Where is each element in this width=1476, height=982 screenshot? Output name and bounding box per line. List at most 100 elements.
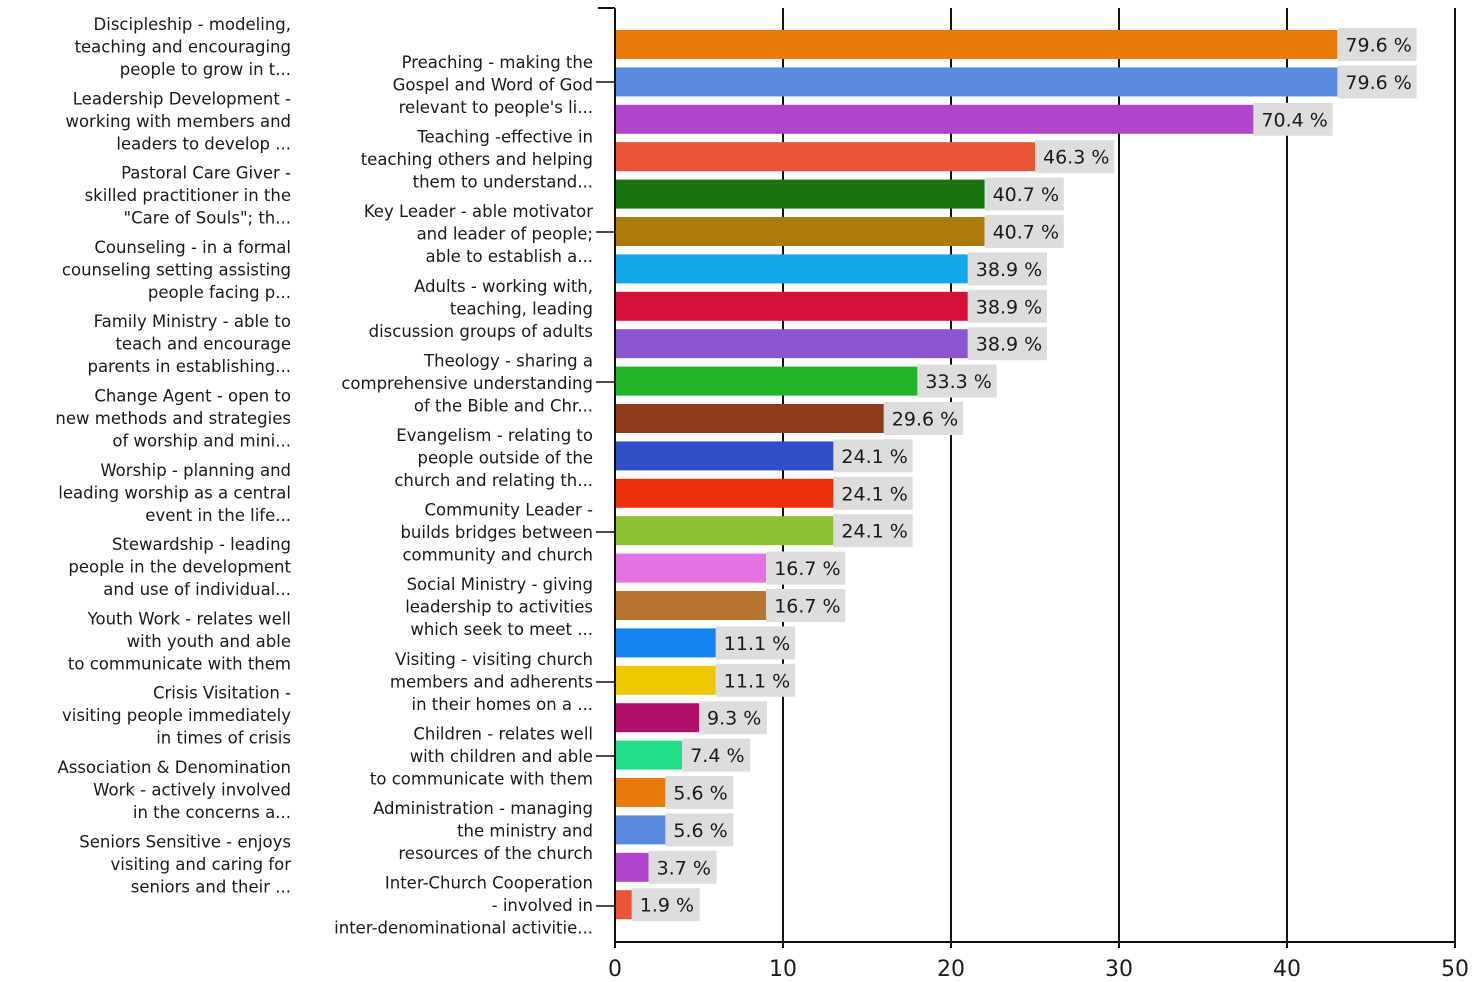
x-tick-label: 20 — [937, 957, 965, 982]
category-label-line: of the Bible and Chr... — [414, 396, 593, 415]
category-label-line: to communicate with them — [370, 769, 593, 788]
data-label: 11.1 % — [724, 633, 790, 655]
category-label-line: Teaching -effective in — [416, 128, 593, 147]
data-label-bg — [1253, 102, 1333, 136]
data-label-bg — [699, 701, 767, 735]
bar — [615, 591, 767, 620]
category-label-line: Visiting - visiting church — [395, 650, 593, 669]
category-label: Children - relates well with children and… — [370, 724, 593, 788]
category-label-line: teach and encourage — [115, 335, 291, 354]
category-label: Association & Denomination Work - activel… — [57, 758, 291, 822]
data-label-bg — [648, 850, 717, 884]
category-label: Crisis Visitation - visiting people immed… — [62, 684, 291, 748]
bar — [615, 67, 1338, 97]
category-label-line: Preaching - making the — [402, 53, 593, 72]
bar — [615, 628, 716, 658]
category-label: Teaching -effective in teaching others an… — [361, 128, 593, 192]
data-label-bg — [984, 215, 1064, 248]
category-label-line: with children and able — [410, 747, 593, 766]
category-label-line: Evangelism - relating to — [396, 426, 593, 445]
category-label: Theology - sharing a comprehensive unders… — [341, 351, 593, 415]
data-label: 33.3 % — [925, 371, 991, 393]
bar — [615, 404, 884, 433]
category-label-line: and use of individual... — [103, 580, 291, 599]
data-label-bg — [984, 177, 1064, 211]
category-label: Administration - managing the ministry an… — [373, 799, 593, 863]
category-label-line: leadership to activities — [405, 598, 593, 617]
category-label-line: Association & Denomination — [57, 758, 291, 777]
category-label-line: members and adherents — [390, 672, 593, 691]
category-label-line: visiting people immediately — [62, 706, 291, 725]
data-label: 38.9 % — [976, 259, 1042, 281]
category-label: Pastoral Care Giver - skilled practitione… — [85, 164, 291, 228]
data-label-bg — [967, 327, 1047, 361]
category-label-line: people in the development — [68, 558, 291, 577]
data-label-bg — [1337, 65, 1417, 99]
category-label-line: parents in establishing... — [88, 357, 292, 376]
category-label-line: teaching others and helping — [361, 150, 593, 169]
data-label: 3.7 % — [657, 857, 711, 879]
bar — [615, 291, 968, 321]
data-label: 40.7 % — [993, 184, 1059, 206]
bar — [615, 179, 985, 209]
bar — [615, 478, 834, 508]
category-label-line: "Care of Souls"; th... — [124, 209, 291, 228]
category-label-line: teaching, leading — [450, 299, 593, 318]
data-label: 40.7 % — [993, 222, 1059, 244]
category-label: Preaching - making the Gospel and Word of… — [393, 53, 593, 117]
category-label-line: in their homes on a ... — [412, 695, 593, 714]
x-tick-label: 40 — [1273, 957, 1301, 982]
bar — [615, 104, 1254, 134]
category-label-line: Leadership Development - — [73, 89, 291, 108]
category-labels: Preaching - making the Gospel and Word of… — [55, 15, 593, 938]
category-label-line: Administration - managing — [373, 799, 593, 818]
data-label: 24.1 % — [841, 483, 907, 505]
bars-group: 79.6 % 79.6 % 70.4 % 46.3 % 40.7 % 40.7 % 38.9… — [615, 28, 1417, 922]
data-label: 5.6 % — [673, 820, 727, 842]
category-label-line: Pastoral Care Giver - — [121, 164, 291, 183]
bar — [615, 217, 985, 246]
bar — [615, 553, 767, 583]
data-label: 79.6 % — [1345, 72, 1411, 94]
category-label-line: Community Leader - — [424, 501, 593, 520]
data-label: 1.9 % — [640, 895, 694, 917]
category-label-line: skilled practitioner in the — [85, 186, 291, 205]
category-label-line: them to understand... — [413, 173, 593, 192]
category-label-line: in times of crisis — [156, 729, 291, 748]
data-label: 16.7 % — [774, 558, 840, 580]
category-label: Change Agent - open to new methods and st… — [55, 387, 291, 451]
data-label-bg — [917, 364, 997, 398]
category-label-line: Worship - planning and — [100, 461, 291, 480]
data-label: 11.1 % — [724, 670, 790, 692]
category-label-line: Counseling - in a formal — [94, 238, 291, 257]
bar — [615, 852, 649, 882]
data-label-bg — [631, 888, 700, 922]
category-label-line: comprehensive understanding — [341, 374, 593, 393]
category-label-line: in the concerns a... — [133, 803, 291, 822]
data-label: 24.1 % — [841, 446, 907, 468]
data-label-bg — [1035, 140, 1115, 174]
category-label-line: of worship and mini... — [112, 432, 291, 451]
bar — [615, 254, 968, 284]
category-label-line: leaders to develop ... — [116, 134, 291, 153]
category-label: Visiting - visiting church members and ad… — [390, 650, 593, 714]
category-label-line: Seniors Sensitive - enjoys — [79, 832, 291, 851]
category-label: Evangelism - relating to people outside o… — [394, 426, 593, 490]
category-label-line: working with members and — [65, 112, 291, 131]
data-label-bg — [833, 476, 913, 510]
x-tick-label: 30 — [1105, 957, 1133, 982]
category-label: Family Ministry - able to teach and encou… — [88, 312, 292, 376]
category-label: Community Leader - builds bridges between… — [400, 501, 593, 565]
data-label-bg — [1337, 28, 1417, 61]
category-label: Leadership Development - working with mem… — [65, 89, 291, 153]
bar — [615, 665, 716, 695]
data-label-bg — [766, 589, 846, 622]
category-label-line: Family Ministry - able to — [94, 312, 291, 331]
data-label-bg — [715, 626, 795, 660]
category-label: Worship - planning and leading worship as… — [58, 461, 291, 525]
category-label-line: discussion groups of adults — [369, 322, 593, 341]
data-label: 16.7 % — [774, 596, 840, 618]
category-label-line: Theology - sharing a — [423, 351, 593, 370]
category-label-line: seniors and their ... — [131, 877, 291, 896]
